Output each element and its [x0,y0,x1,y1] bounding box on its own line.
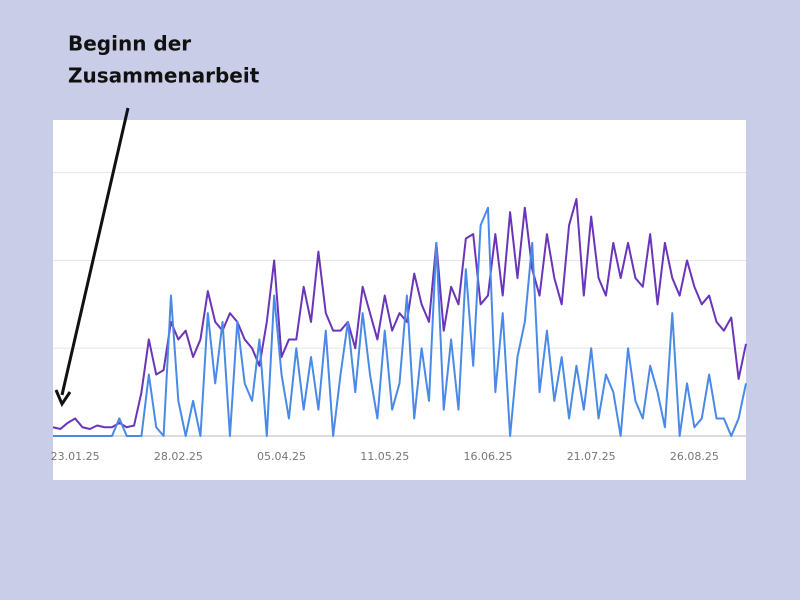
arrow [60,107,130,396]
series-line [53,206,747,437]
x-tick-label: 05.04.25 [257,450,306,463]
x-tick-label: 16.06.25 [463,450,512,463]
x-tick-label: 26.08.25 [670,450,719,463]
arrow-head [54,389,72,408]
plot-background [53,120,746,480]
annotation: Zusammenarbeit [68,64,260,88]
annotation: Beginn der [68,32,191,56]
x-tick-label: 11.05.25 [360,450,409,463]
x-tick-label: 23.01.25 [51,450,100,463]
plot: 23.01.25 28.02.25 05.04.25 11.05.25 16.06.25… [51,172,747,463]
x-tick-label: 28.02.25 [154,450,203,463]
x-tick-label: 21.07.25 [567,450,616,463]
